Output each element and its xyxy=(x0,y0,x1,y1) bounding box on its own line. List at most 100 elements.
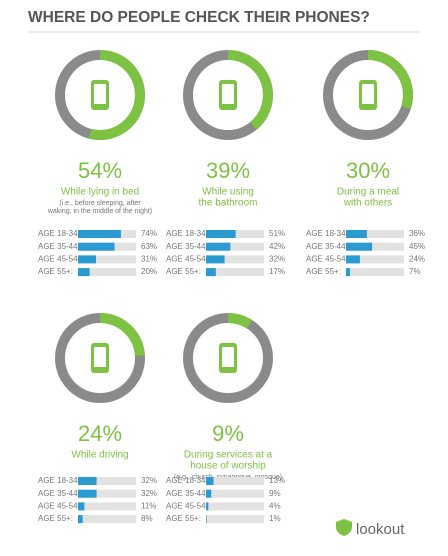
bar-track xyxy=(206,242,264,251)
age-label: AGE 18-34: xyxy=(166,229,208,238)
bar-value: 45% xyxy=(409,242,425,251)
bar-value: 8% xyxy=(141,514,153,523)
bar-track xyxy=(78,255,136,264)
age-label: AGE 35-44: xyxy=(38,242,80,251)
percent: 24% xyxy=(78,421,122,446)
icon-screen xyxy=(362,84,374,104)
icon-screen xyxy=(94,84,106,104)
age-label: AGE 45-54: xyxy=(166,502,208,511)
bar xyxy=(206,242,231,251)
percent: 54% xyxy=(78,158,122,183)
bar xyxy=(346,242,373,251)
bar-value: 11% xyxy=(141,502,156,511)
note: waking, in the middle of the night) xyxy=(47,208,152,215)
bar-track xyxy=(206,515,264,524)
bar xyxy=(78,242,115,251)
age-label: AGE 35-44: xyxy=(166,489,208,498)
icon-screen xyxy=(94,347,106,367)
caption: During services at a xyxy=(184,450,273,461)
bar-track xyxy=(206,255,264,264)
age-label: AGE 18-34: xyxy=(38,229,80,238)
bar-value: 36% xyxy=(409,229,425,238)
bar xyxy=(346,268,351,277)
icon-screen xyxy=(222,84,234,104)
percent: 39% xyxy=(206,158,250,183)
age-label: AGE 35-44: xyxy=(306,242,348,251)
ring-value xyxy=(55,50,145,140)
bar xyxy=(206,515,207,524)
bar xyxy=(206,489,212,498)
bar-track xyxy=(206,489,264,498)
bar-value: 4% xyxy=(269,502,281,511)
age-label: AGE 55+: xyxy=(38,514,73,523)
bar xyxy=(346,230,367,238)
bar xyxy=(206,268,216,277)
bar-track xyxy=(346,268,404,277)
logo: lookout xyxy=(356,521,405,538)
bar xyxy=(78,502,85,511)
caption: While using xyxy=(202,187,254,198)
bar xyxy=(206,230,236,238)
bar-track xyxy=(346,255,404,264)
bar-value: 1% xyxy=(269,514,281,523)
icon-screen xyxy=(222,347,234,367)
bar-value: 74% xyxy=(141,229,157,238)
bar xyxy=(78,230,121,238)
age-label: AGE 45-54: xyxy=(166,255,208,264)
ring-value xyxy=(183,50,273,140)
bar xyxy=(206,502,209,511)
bar-value: 32% xyxy=(269,255,285,264)
age-label: AGE 35-44: xyxy=(38,489,80,498)
caption: While lying in bed xyxy=(61,187,139,198)
age-label: AGE 55+: xyxy=(166,514,201,523)
bar-value: 7% xyxy=(409,267,421,276)
bar xyxy=(346,255,360,264)
bar-value: 24% xyxy=(409,255,425,264)
bar-track xyxy=(206,477,264,485)
caption: While driving xyxy=(71,450,128,461)
bar-value: 17% xyxy=(269,267,285,276)
caption: with others xyxy=(343,198,392,209)
bar-value: 51% xyxy=(269,229,285,238)
ring-value xyxy=(55,313,145,403)
title: WHERE DO PEOPLE CHECK THEIR PHONES? xyxy=(28,9,370,26)
bar-value: 20% xyxy=(141,267,157,276)
age-label: AGE 18-34: xyxy=(306,229,348,238)
bar-value: 63% xyxy=(141,242,157,251)
bar-track xyxy=(206,268,264,277)
age-label: AGE 45-54: xyxy=(38,255,80,264)
note: (i.e., before sleeping, after xyxy=(59,200,141,207)
logo-shield xyxy=(336,519,352,536)
ring-value xyxy=(323,50,413,140)
percent: 30% xyxy=(346,158,390,183)
bar-track xyxy=(346,242,404,251)
bar-value: 9% xyxy=(269,489,281,498)
bar xyxy=(206,477,214,485)
age-label: AGE 18-34: xyxy=(166,476,208,485)
ring-value xyxy=(183,313,273,403)
age-label: AGE 18-34: xyxy=(38,476,80,485)
bar-track xyxy=(78,477,136,485)
percent: 9% xyxy=(212,421,244,446)
age-label: AGE 55+: xyxy=(166,267,201,276)
age-label: AGE 45-54: xyxy=(306,255,348,264)
bar-value: 32% xyxy=(141,476,157,485)
age-label: AGE 55+: xyxy=(38,267,73,276)
bar xyxy=(78,515,83,524)
bar-track xyxy=(78,489,136,498)
bar-value: 13% xyxy=(269,476,285,485)
caption: During a meal xyxy=(337,187,399,198)
bar-track xyxy=(78,502,136,511)
bar-value: 31% xyxy=(141,255,157,264)
bar xyxy=(78,477,97,485)
bar-value: 42% xyxy=(269,242,285,251)
bar-track xyxy=(206,502,264,511)
bar-value: 32% xyxy=(141,489,157,498)
bar-track xyxy=(346,230,404,238)
age-label: AGE 55+: xyxy=(306,267,341,276)
bar xyxy=(78,268,90,277)
bar xyxy=(206,255,225,264)
bar xyxy=(78,255,96,264)
bar-track xyxy=(78,515,136,524)
